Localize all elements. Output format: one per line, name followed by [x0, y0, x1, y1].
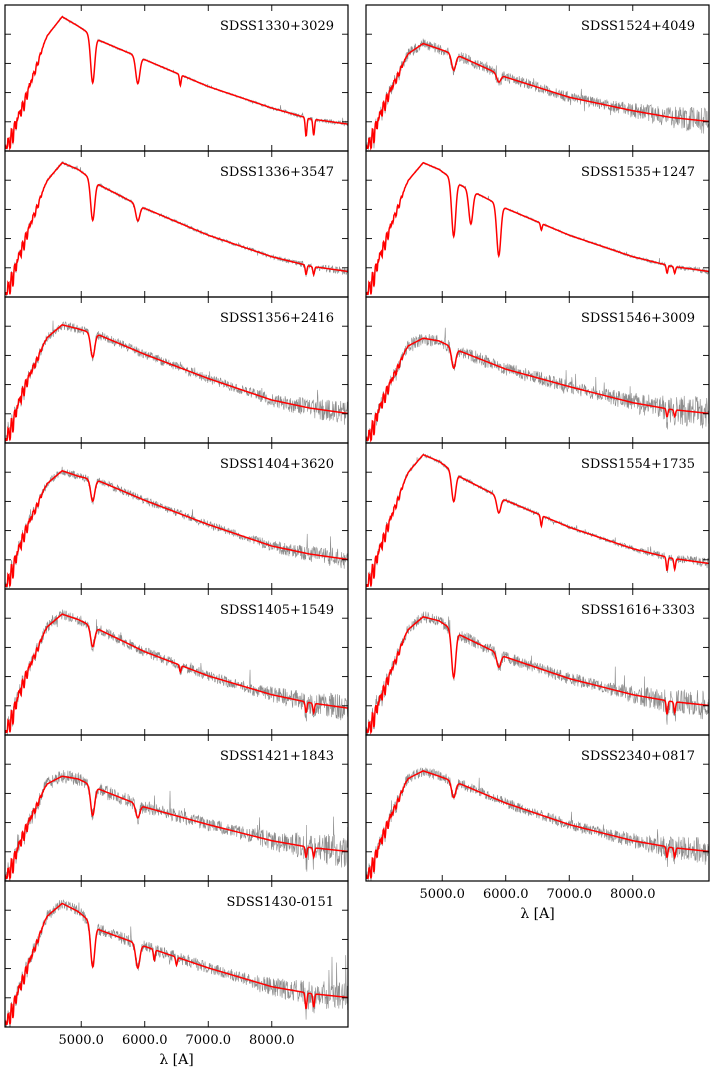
observed-spectrum-line: [366, 161, 709, 296]
model-spectrum-line: [366, 453, 709, 588]
panel-title: SDSS1554+1735: [581, 457, 695, 472]
model-spectrum-line: [366, 337, 709, 443]
observed-spectrum-line: [5, 770, 348, 881]
model-spectrum-line: [5, 775, 348, 881]
spectrum-panel: SDSS1616+3303: [365, 588, 710, 736]
x-tick-label: 7000.0: [186, 1033, 232, 1048]
panel-title: SDSS1336+3547: [220, 165, 334, 180]
panel-title: SDSS1405+1549: [220, 603, 334, 618]
spectrum-panel: SDSS1535+1247: [365, 150, 710, 298]
panel-title: SDSS1524+4049: [581, 19, 695, 34]
panel-title: SDSS1535+1247: [581, 165, 695, 180]
observed-spectrum-line: [366, 611, 709, 735]
model-spectrum-line: [366, 770, 709, 880]
x-tick-label: 5000.0: [419, 887, 465, 902]
observed-spectrum-line: [366, 453, 709, 588]
spectrum-panel: SDSS1404+3620: [4, 442, 349, 590]
spectrum-panel: SDSS1546+3009: [365, 296, 710, 444]
model-spectrum-line: [5, 15, 348, 151]
model-spectrum-line: [5, 324, 348, 442]
x-tick-label: 6000.0: [483, 887, 529, 902]
panel-title: SDSS1546+3009: [581, 311, 695, 326]
observed-spectrum-line: [5, 14, 348, 150]
model-spectrum-line: [5, 613, 348, 734]
spectrum-panel: SDSS2340+0817: [365, 734, 710, 882]
model-spectrum-line: [5, 902, 348, 1026]
panel-title: SDSS1404+3620: [220, 457, 334, 472]
x-axis-label: λ [A]: [520, 906, 554, 922]
panel-title: SDSS1330+3029: [220, 19, 334, 34]
model-spectrum-line: [366, 42, 709, 151]
panel-frame: [365, 734, 710, 882]
spectrum-panel: SDSS1356+2416: [4, 296, 349, 444]
spectrum-panel: SDSS1405+1549: [4, 588, 349, 736]
model-spectrum-line: [366, 161, 709, 296]
observed-spectrum-line: [5, 161, 348, 297]
panel-title: SDSS1356+2416: [220, 311, 334, 326]
spectrum-panel: SDSS1430-0151: [4, 880, 349, 1028]
x-tick-label: 8000.0: [249, 1033, 295, 1048]
spectrum-panel: SDSS1330+3029: [4, 4, 349, 152]
spectrum-panel: SDSS1524+4049: [365, 4, 710, 152]
x-tick-label: 7000.0: [547, 887, 593, 902]
x-axis-label: λ [A]: [159, 1052, 193, 1068]
x-tick-label: 6000.0: [122, 1033, 168, 1048]
model-spectrum-line: [366, 616, 709, 735]
panel-title: SDSS2340+0817: [581, 749, 695, 764]
panel-title: SDSS1430-0151: [227, 895, 334, 910]
observed-spectrum-line: [5, 466, 348, 588]
spectrum-panel: SDSS1421+1843: [4, 734, 349, 882]
model-spectrum-line: [5, 470, 348, 588]
x-tick-label: 8000.0: [610, 887, 656, 902]
observed-spectrum-line: [366, 38, 709, 150]
observed-spectrum-line: [5, 320, 348, 443]
panel-title: SDSS1616+3303: [581, 603, 695, 618]
spectrum-panel: SDSS1336+3547: [4, 150, 349, 298]
observed-spectrum-line: [366, 327, 709, 443]
spectrum-panel: SDSS1554+1735: [365, 442, 710, 590]
observed-spectrum-line: [366, 767, 709, 881]
panel-frame: [4, 880, 349, 1028]
observed-spectrum-line: [5, 609, 348, 735]
x-tick-label: 5000.0: [58, 1033, 104, 1048]
model-spectrum-line: [5, 161, 348, 296]
panel-title: SDSS1421+1843: [220, 749, 334, 764]
